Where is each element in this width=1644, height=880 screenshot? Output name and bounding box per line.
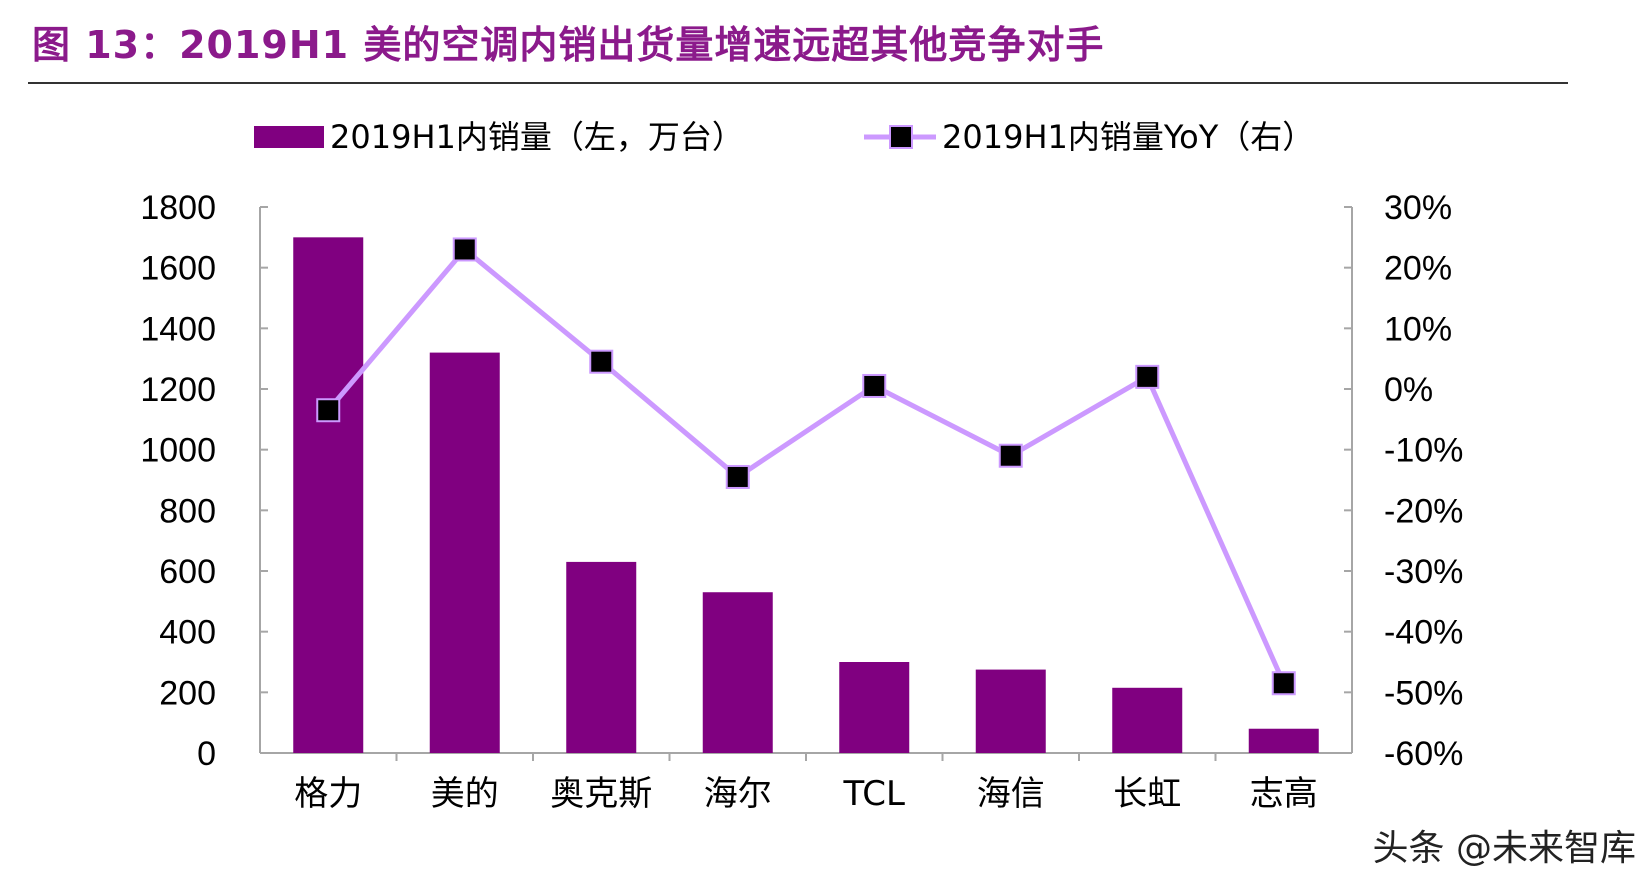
legend-line-label: 2019H1内销量YoY（右）	[942, 118, 1314, 156]
bar-长虹	[1112, 687, 1183, 753]
yoy-marker-奥克斯	[589, 349, 614, 374]
bar-美的	[429, 352, 500, 753]
legend-line-marker	[889, 125, 913, 149]
bar-TCL	[839, 662, 910, 753]
legend-bar-label: 2019H1内销量（左，万台）	[330, 118, 744, 156]
left-tick-label: 800	[159, 492, 216, 530]
figure-title: 图 13：2019H1 美的空调内销出货量增速远超其他竞争对手	[32, 23, 1105, 67]
right-tick-label: -30%	[1384, 553, 1463, 591]
yoy-marker-TCL	[862, 373, 887, 398]
category-label: 美的	[431, 774, 499, 814]
left-tick-label: 1600	[140, 250, 216, 288]
yoy-marker-格力	[316, 398, 341, 423]
left-tick-label: 1200	[140, 371, 216, 409]
bar-格力	[293, 237, 364, 754]
yoy-line	[326, 245, 1287, 685]
left-tick-label: 600	[159, 553, 216, 591]
category-label: 长虹	[1113, 774, 1181, 814]
right-tick-label: 0%	[1384, 371, 1433, 409]
category-label: TCL	[843, 774, 906, 814]
right-tick-label: 20%	[1384, 250, 1452, 288]
category-label: 海信	[977, 774, 1045, 814]
right-tick-label: -60%	[1384, 735, 1463, 773]
right-tick-label: -40%	[1384, 614, 1463, 652]
left-tick-label: 1400	[140, 310, 216, 348]
category-label: 志高	[1250, 774, 1318, 814]
category-label: 格力	[294, 774, 362, 814]
left-tick-label: 1000	[140, 432, 216, 470]
yoy-marker-长虹	[1135, 364, 1160, 389]
category-label: 海尔	[704, 774, 772, 814]
left-tick-label: 1800	[140, 189, 216, 227]
left-tick-label: 400	[159, 614, 216, 652]
left-tick-label: 200	[159, 674, 216, 712]
right-tick-label: 30%	[1384, 189, 1452, 227]
legend-bar-swatch	[254, 126, 324, 148]
title-divider	[28, 82, 1568, 84]
right-tick-label: -10%	[1384, 432, 1463, 470]
yoy-marker-海尔	[725, 464, 750, 489]
watermark: 头条 @未来智库	[1372, 828, 1636, 869]
yoy-marker-志高	[1271, 671, 1296, 696]
bar-志高	[1248, 728, 1319, 753]
category-label: 奥克斯	[550, 774, 652, 814]
left-tick-label: 0	[197, 735, 216, 773]
bar-海信	[975, 669, 1046, 753]
bar-奥克斯	[566, 561, 637, 753]
bar-海尔	[702, 592, 773, 753]
right-tick-label: -50%	[1384, 674, 1463, 712]
yoy-marker-美的	[452, 237, 477, 262]
right-tick-label: -20%	[1384, 492, 1463, 530]
yoy-marker-海信	[998, 443, 1023, 468]
right-tick-label: 10%	[1384, 310, 1452, 348]
